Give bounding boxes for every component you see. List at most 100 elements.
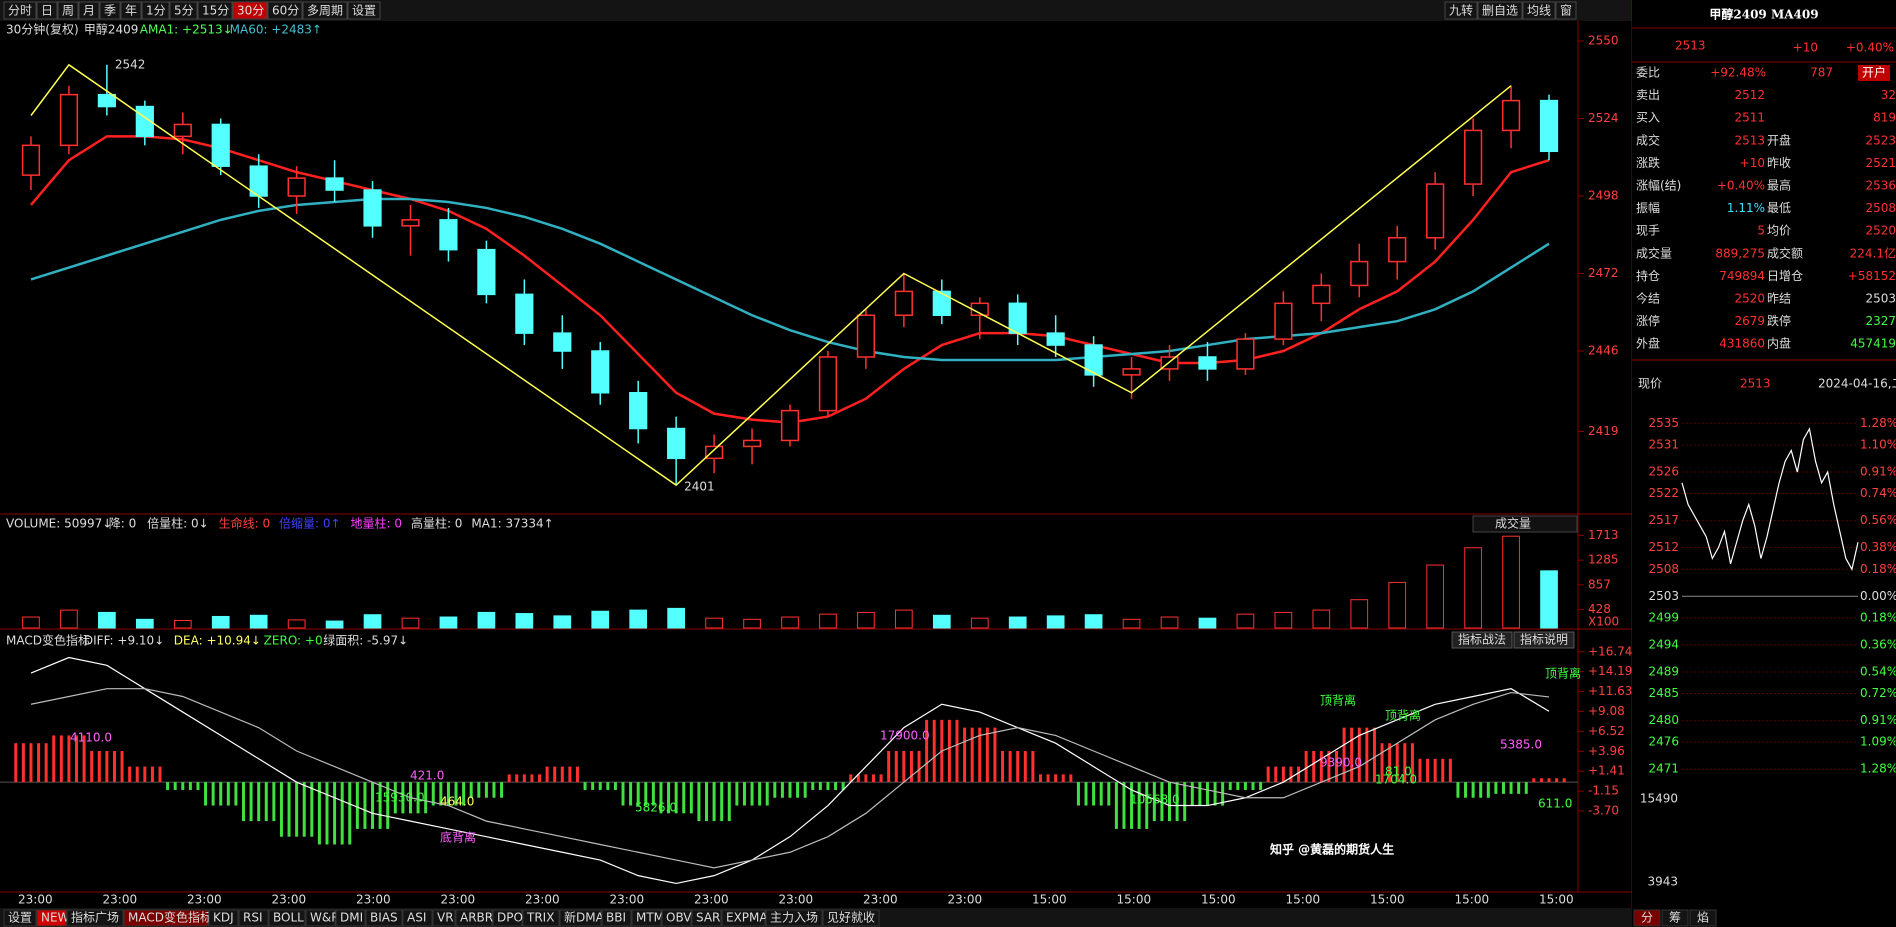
indicator-button-bg[interactable] <box>1513 631 1575 649</box>
indicator-tab[interactable]: ARBR <box>460 911 493 925</box>
indicator-tab-bg[interactable] <box>492 909 523 927</box>
period-button[interactable]: 60分 <box>272 4 299 18</box>
indicator-tab-bg[interactable] <box>822 909 880 927</box>
period-button[interactable]: 1分 <box>146 4 166 18</box>
period-button[interactable]: 30分 <box>237 4 264 18</box>
indicator-tab-bg[interactable] <box>661 909 692 927</box>
indicator-tab[interactable]: BOLL <box>273 911 304 925</box>
period-button[interactable]: 月 <box>83 4 95 18</box>
indicator-tab[interactable]: W&R <box>310 911 340 925</box>
quote-value: +0.40% <box>1717 179 1765 193</box>
indicator-tab-bg[interactable] <box>335 909 366 927</box>
indicator-tab-bg[interactable] <box>238 909 269 927</box>
indicator-tab-bg[interactable] <box>268 909 306 927</box>
chart-tab-bg[interactable] <box>1689 909 1717 927</box>
indicator-tab-bg[interactable] <box>402 909 433 927</box>
indicator-tab[interactable]: BBI <box>606 911 626 925</box>
candle-body <box>591 350 610 394</box>
indicator-tab-bg[interactable] <box>559 909 602 927</box>
chart-tab-bg[interactable] <box>1661 909 1689 927</box>
indicator-selector[interactable]: 成交量 <box>1495 516 1531 531</box>
chart-tab[interactable]: 焰 <box>1697 910 1709 925</box>
period-button-bg[interactable] <box>347 1 381 20</box>
account-button-bg[interactable] <box>1858 65 1890 81</box>
indicator-tab-bg[interactable] <box>365 909 403 927</box>
pct-label: 0.91% <box>1860 713 1896 727</box>
indicator-tab-bg[interactable] <box>691 909 722 927</box>
indicator-tab[interactable]: 指标广场 <box>71 910 119 925</box>
period-button[interactable]: 5分 <box>174 4 194 18</box>
indicator-tab-bg[interactable] <box>305 909 336 927</box>
period-button-bg[interactable] <box>99 1 121 20</box>
indicator-tab[interactable]: 主力入场 <box>770 911 818 925</box>
tool-button[interactable]: 九转 <box>1449 3 1473 18</box>
indicator-tab-bg[interactable] <box>36 909 67 927</box>
indicator-tab[interactable]: DMI <box>340 911 363 925</box>
account-button[interactable]: 开户 <box>1862 65 1886 80</box>
chart-tab[interactable]: 筹 <box>1669 911 1681 925</box>
indicator-tab-bg[interactable] <box>522 909 560 927</box>
chart-tab[interactable]: 分 <box>1641 911 1653 925</box>
period-button[interactable]: 周 <box>62 4 74 18</box>
indicator-tab[interactable]: NEW <box>41 911 70 925</box>
period-button-bg[interactable] <box>120 1 142 20</box>
period-button[interactable]: 设置 <box>352 4 376 18</box>
period-button-bg[interactable] <box>267 1 303 20</box>
period-button[interactable]: 季 <box>104 4 116 18</box>
indicator-tab-bg[interactable] <box>3 909 37 927</box>
period-button-bg[interactable] <box>197 1 233 20</box>
indicator-tab-bg[interactable] <box>601 909 632 927</box>
indicator-tab[interactable]: SAR <box>696 911 720 925</box>
tool-button-bg[interactable] <box>1444 1 1478 20</box>
period-button-bg[interactable] <box>232 1 268 20</box>
period-button-bg[interactable] <box>169 1 198 20</box>
period-button-bg[interactable] <box>141 1 170 20</box>
indicator-tab[interactable]: 新DMA <box>564 910 605 925</box>
indicator-tab[interactable]: TRIX <box>526 911 554 925</box>
tool-button-bg[interactable] <box>1522 1 1556 20</box>
indicator-tab[interactable]: EXPMA <box>726 911 768 925</box>
period-button-bg[interactable] <box>78 1 100 20</box>
period-button[interactable]: 分时 <box>8 4 32 18</box>
indicator-tab[interactable]: MTM <box>636 911 664 925</box>
period-button[interactable]: 年 <box>125 4 137 18</box>
indicator-tab-bg[interactable] <box>721 909 766 927</box>
indicator-button-bg[interactable] <box>1451 631 1513 649</box>
tool-button-bg[interactable] <box>1477 1 1523 20</box>
tool-button[interactable]: 均线 <box>1527 4 1551 18</box>
tool-button-bg[interactable] <box>1555 1 1577 20</box>
period-button-bg[interactable] <box>57 1 79 20</box>
indicator-tab[interactable]: KDJ <box>213 911 234 925</box>
period-button[interactable]: 多周期 <box>307 4 343 18</box>
indicator-tab-bg[interactable] <box>66 909 124 927</box>
indicator-tab[interactable]: BIAS <box>370 911 398 925</box>
period-button[interactable]: 15分 <box>202 4 229 18</box>
indicator-tab-bg[interactable] <box>208 909 239 927</box>
indicator-tab[interactable]: RSI <box>243 911 263 925</box>
indicator-tab[interactable]: MACD变色指标 <box>128 910 212 925</box>
indicator-tab[interactable]: DPO <box>497 911 523 925</box>
indicator-tab[interactable]: 设置 <box>8 911 32 925</box>
indicator-button[interactable]: 指标战法 <box>1458 632 1506 647</box>
indicator-tab[interactable]: VR <box>437 911 454 925</box>
indicator-tab[interactable]: 见好就收 <box>827 911 875 925</box>
candle-body <box>856 314 876 358</box>
period-button-bg[interactable] <box>3 1 37 20</box>
indicator-tab-bg[interactable] <box>631 909 662 927</box>
chart-tab-bg[interactable] <box>1633 909 1661 927</box>
quote-value: 2503 <box>1865 292 1896 306</box>
period-button[interactable]: 日 <box>41 4 53 18</box>
indicator-button[interactable]: 指标说明 <box>1520 632 1568 647</box>
indicator-tab[interactable]: OBV <box>666 911 692 925</box>
indicator-tab-bg[interactable] <box>123 909 209 927</box>
tool-button[interactable]: 窗 <box>1560 4 1572 18</box>
tool-button[interactable]: 删自选 <box>1482 4 1518 18</box>
indicator-tab-bg[interactable] <box>455 909 493 927</box>
period-button-bg[interactable] <box>36 1 58 20</box>
indicator-tab-bg[interactable] <box>432 909 456 927</box>
period-button-bg[interactable] <box>302 1 348 20</box>
indicator-tab[interactable]: ASI <box>407 911 426 925</box>
candle-body <box>1539 99 1559 153</box>
selector-bg[interactable] <box>1472 515 1578 533</box>
indicator-tab-bg[interactable] <box>765 909 823 927</box>
